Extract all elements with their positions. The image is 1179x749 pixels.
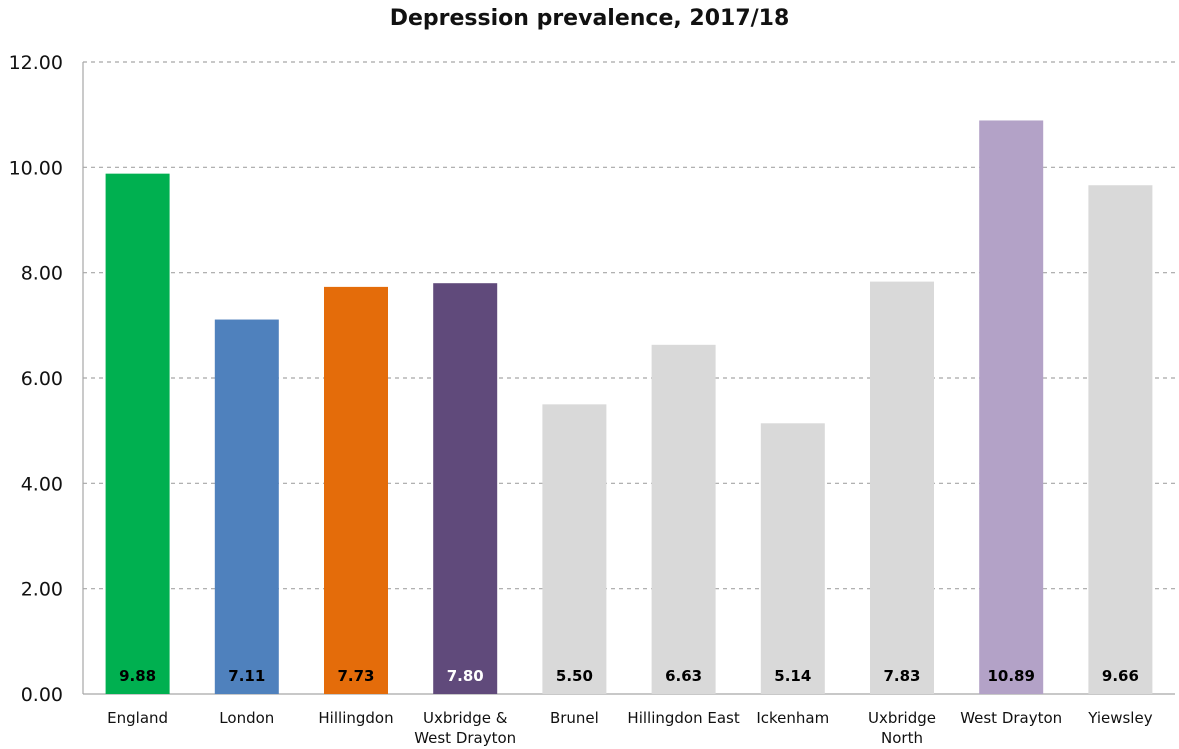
x-axis-labels: England London Hillingdon Uxbridge & West Dr…: [107, 709, 1153, 747]
data-label: 6.63: [665, 667, 702, 685]
y-axis-ticks: 0.00 2.00 4.00 6.00 8.00 10.00 12.00: [9, 52, 63, 706]
x-tick-label: Uxbridge North: [868, 709, 936, 747]
bar: [1088, 185, 1153, 695]
bar: [651, 344, 716, 694]
data-label: 7.73: [337, 667, 374, 685]
data-label: 10.89: [987, 667, 1034, 685]
data-label: 7.11: [228, 667, 265, 685]
x-tick-label: Hillingdon: [318, 709, 393, 727]
bar: [542, 404, 607, 694]
bar: [105, 173, 170, 695]
bar: [870, 281, 934, 694]
x-tick-label: West Drayton: [960, 709, 1062, 727]
y-tick-label: 6.00: [21, 368, 63, 390]
x-tick-label: Yiewsley: [1087, 709, 1153, 727]
bars: 9.88 7.11 7.73 7.80 5.50 6.63 5.14 7.83 10.89 9.6…: [105, 120, 1153, 695]
data-label: 5.14: [774, 667, 811, 685]
x-tick-label: England: [107, 709, 168, 727]
bar: [979, 120, 1044, 694]
data-label: 7.80: [447, 667, 484, 685]
x-tick-label: London: [219, 709, 274, 727]
y-tick-label: 4.00: [21, 473, 63, 495]
x-tick-label: Hillingdon East: [627, 709, 739, 727]
data-label: 9.66: [1102, 667, 1139, 685]
bar: [324, 286, 388, 694]
x-tick-label: Uxbridge & West Drayton: [414, 709, 516, 747]
y-tick-label: 8.00: [21, 263, 63, 285]
y-tick-label: 12.00: [9, 52, 63, 74]
chart-title: Depression prevalence, 2017/18: [389, 6, 790, 31]
data-label: 7.83: [883, 667, 920, 685]
x-tick-label: Ickenham: [756, 709, 829, 727]
y-tick-label: 0.00: [21, 684, 63, 706]
bar: [760, 423, 825, 694]
gridlines: [83, 61, 1175, 590]
x-tick-label: Brunel: [550, 709, 599, 727]
data-label: 9.88: [119, 667, 156, 685]
bar: [214, 319, 279, 694]
y-tick-label: 10.00: [9, 157, 63, 179]
bar: [433, 283, 498, 694]
y-tick-label: 2.00: [21, 579, 63, 601]
data-label: 5.50: [556, 667, 593, 685]
